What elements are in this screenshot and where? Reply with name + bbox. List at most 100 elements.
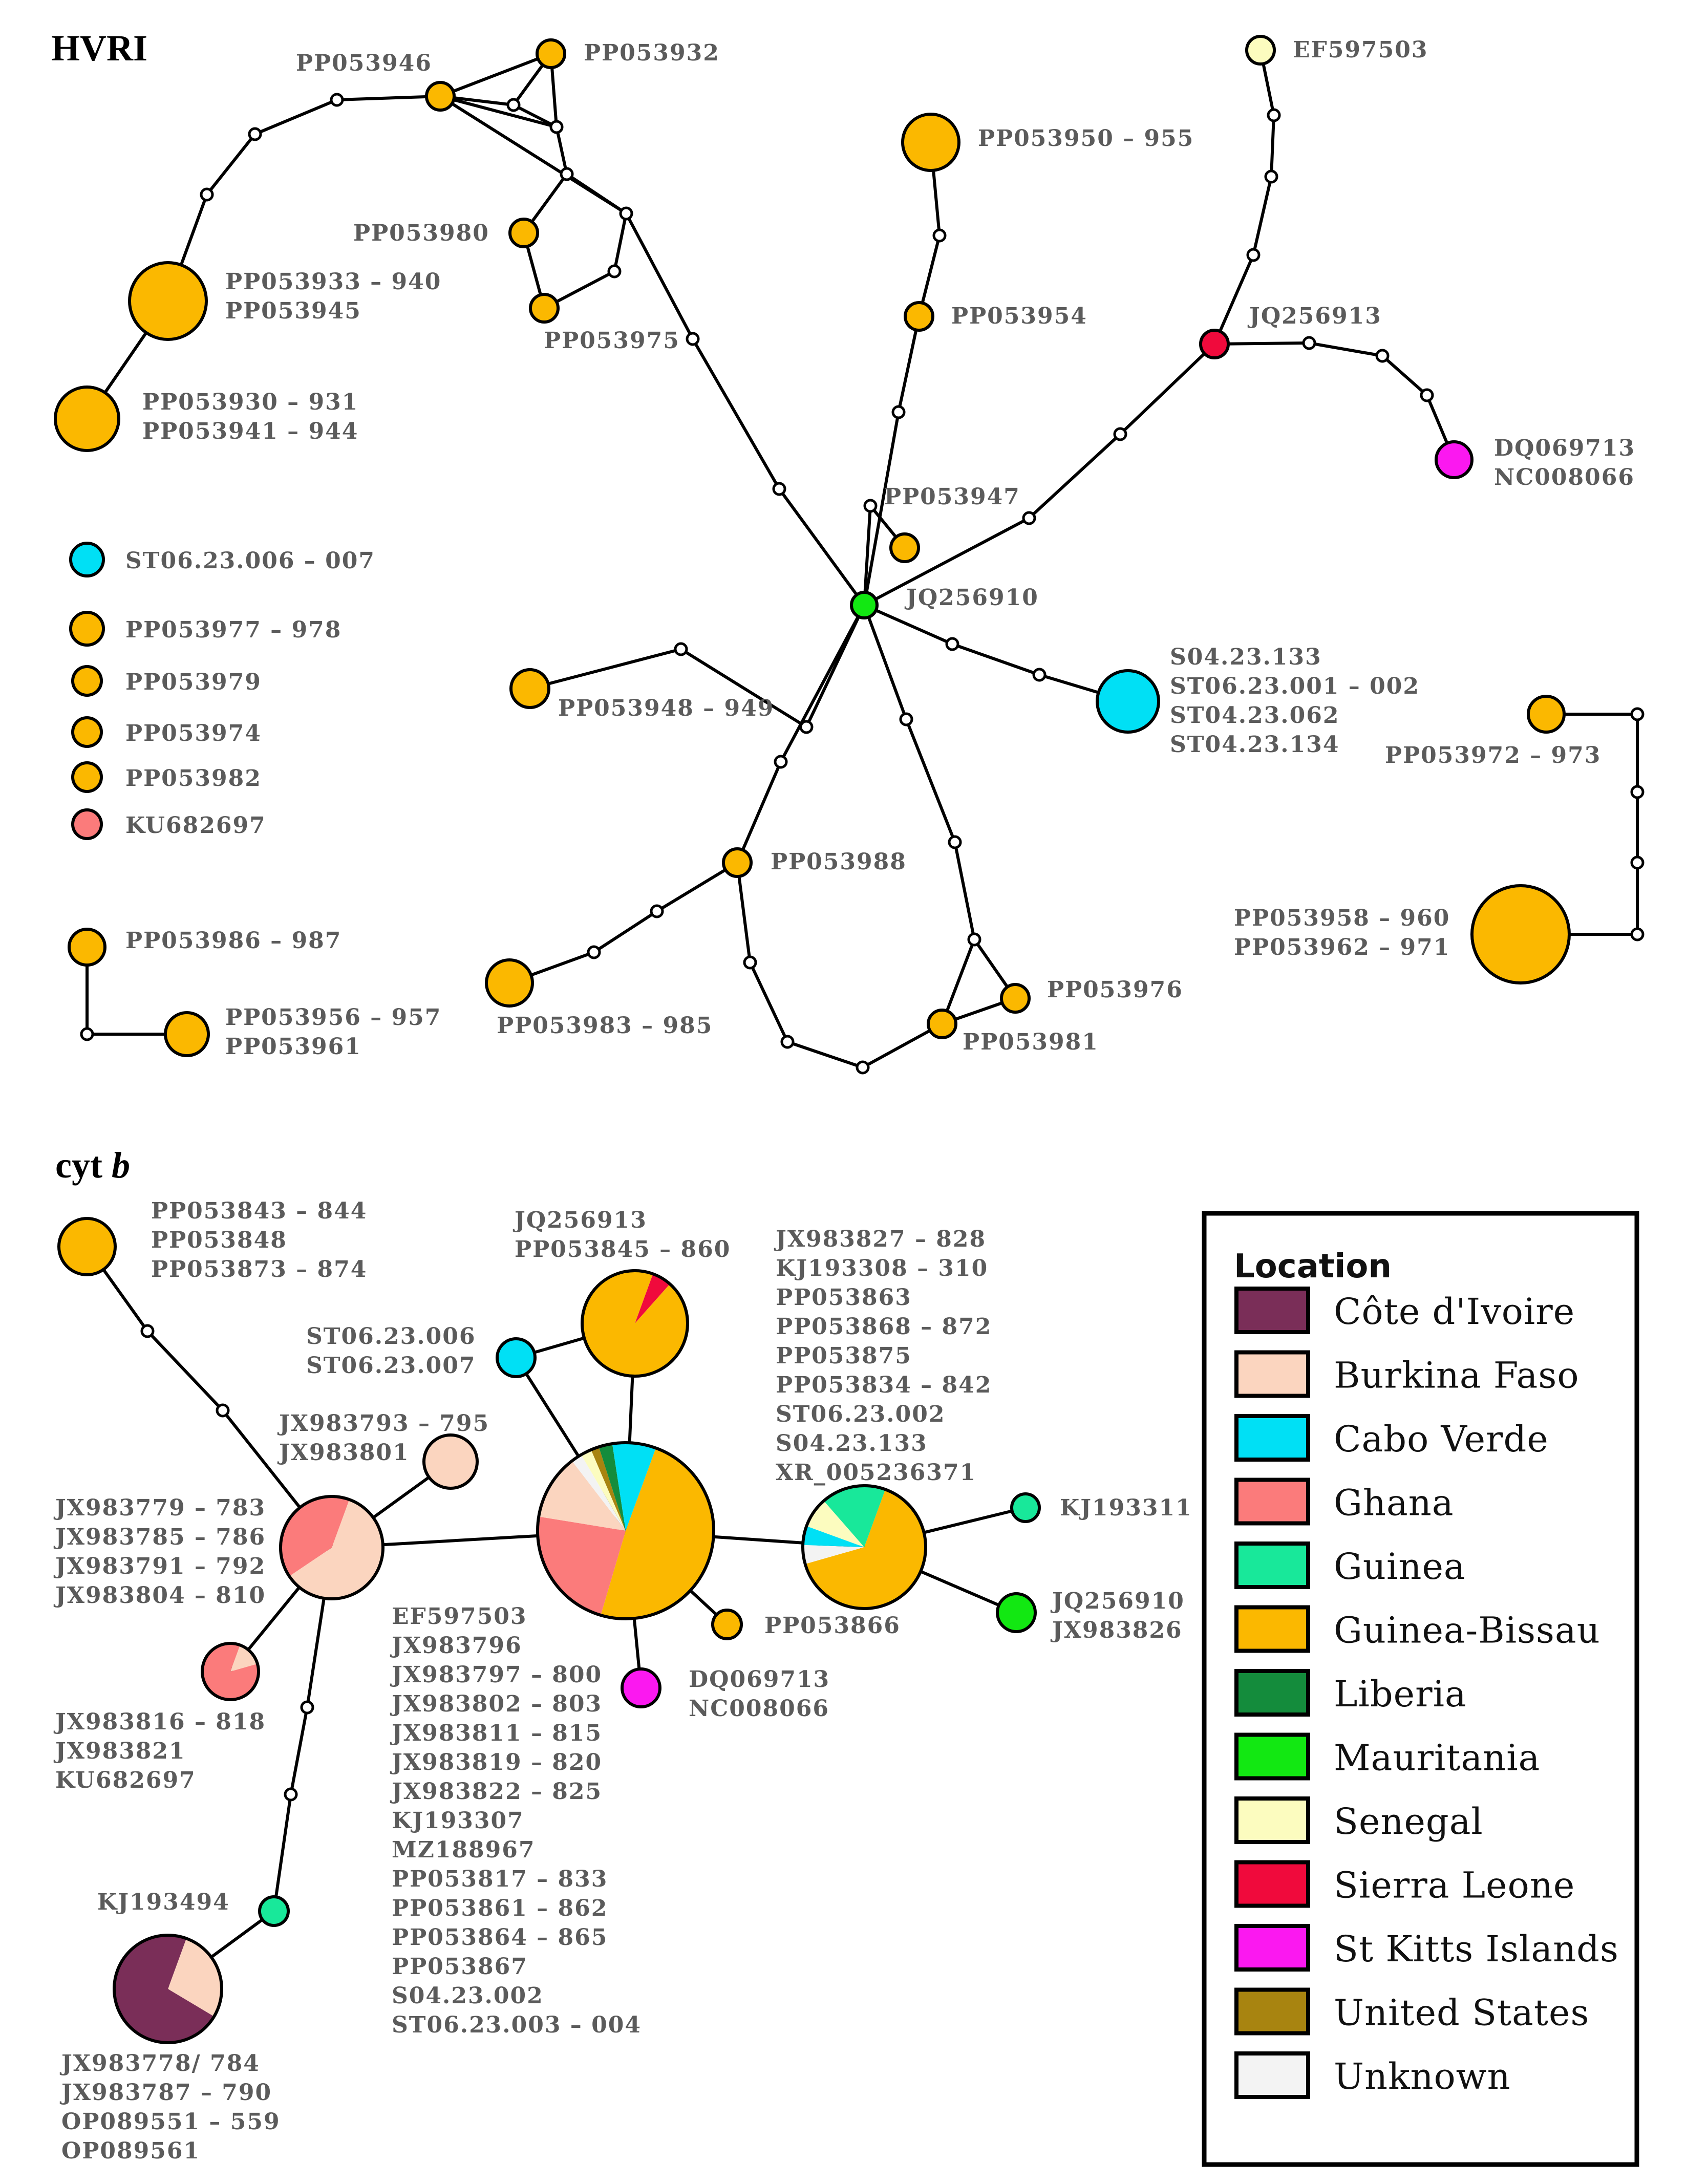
haplotype-label-line: KJ193494 bbox=[97, 1889, 230, 1915]
haplotype-label: PP053988 bbox=[771, 849, 907, 875]
legend-label: Cabo Verde bbox=[1334, 1418, 1549, 1460]
network-edge bbox=[1028, 433, 1122, 520]
median-vector-node bbox=[967, 932, 981, 947]
pie-slice bbox=[538, 1516, 626, 1615]
legend-label: St Kitts Islands bbox=[1334, 1928, 1619, 1970]
haplotype-label-line: EF597503 bbox=[392, 1603, 527, 1630]
pie-slice bbox=[591, 1447, 626, 1531]
median-vector-node bbox=[1420, 388, 1434, 402]
cytb-title-main: cyt bbox=[55, 1145, 102, 1186]
hvri-labels: PP053946 PP053932 EF597503 PP053950 – 955 PP… bbox=[125, 37, 1635, 1060]
haplotype-node bbox=[529, 293, 560, 324]
network-edge bbox=[1381, 354, 1428, 397]
haplotype-label: PP053958 – 960 PP053962 – 971 bbox=[1234, 905, 1450, 960]
haplotype-label: PP053932 bbox=[584, 40, 720, 66]
network-edge bbox=[749, 961, 789, 1043]
haplotype-label: PP053947 bbox=[884, 484, 1020, 510]
network-edge bbox=[512, 103, 558, 129]
haplotype-node bbox=[422, 1433, 479, 1490]
haplotype-label: PP053948 – 949 bbox=[558, 695, 774, 721]
median-vector-node bbox=[1267, 108, 1281, 122]
median-vector-node bbox=[1246, 248, 1261, 262]
network-edge bbox=[555, 126, 568, 175]
legend-label: Ghana bbox=[1334, 1482, 1454, 1524]
median-vector-node bbox=[549, 120, 564, 134]
network-edge bbox=[146, 1330, 224, 1412]
haplotype-node bbox=[711, 1609, 743, 1640]
haplotype-node bbox=[164, 1011, 210, 1057]
haplotype-node bbox=[1470, 884, 1571, 984]
haplotype-label-line: ST06.23.007 bbox=[306, 1353, 476, 1379]
median-vector-node bbox=[1375, 349, 1390, 363]
haplotype-label-line: PP053947 bbox=[884, 484, 1020, 510]
haplotype-label: JQ256913 PP053845 – 860 bbox=[512, 1207, 731, 1262]
haplotype-label: JX983778/ 784 JX983787 – 790 OP089551 – 55… bbox=[59, 2050, 281, 2164]
legend-swatch bbox=[1234, 1669, 1310, 1717]
haplotype-label-line: DQ069713 bbox=[1494, 435, 1635, 461]
median-vector-node bbox=[863, 499, 878, 513]
cytb-network: cyt b PP053843 – 844 PP053848 PP053873 – 87… bbox=[53, 1145, 1191, 2164]
haplotype-label-line: KU682697 bbox=[55, 1767, 196, 1793]
haplotype-label: S04.23.133 ST06.23.001 – 002 ST04.23.062 ST… bbox=[1170, 644, 1420, 758]
pie-slice bbox=[635, 1274, 670, 1323]
median-vector-node bbox=[856, 1060, 870, 1075]
network-edge bbox=[863, 505, 872, 606]
haplotype-label-line: PP053950 – 955 bbox=[978, 125, 1194, 152]
median-vector-node bbox=[80, 1027, 94, 1041]
haplotype-label-line: PP053956 – 957 bbox=[225, 1004, 441, 1031]
haplotype-label-line: PP053932 bbox=[584, 40, 720, 66]
haplotype-label: PP053956 – 957 PP053961 bbox=[225, 1004, 441, 1060]
haplotype-label-line: PP053875 bbox=[776, 1343, 912, 1369]
legend-label: Guinea bbox=[1334, 1546, 1466, 1588]
pie-outline bbox=[201, 1642, 260, 1701]
haplotype-label-line: JX983802 – 803 bbox=[390, 1691, 602, 1717]
pie-slice bbox=[581, 1449, 626, 1531]
singleton-label: PP053974 bbox=[125, 720, 262, 746]
haplotype-label-line: JX983811 – 815 bbox=[390, 1720, 602, 1746]
haplotype-label: KJ193494 bbox=[97, 1889, 230, 1915]
network-edge bbox=[953, 842, 976, 940]
median-vector-node bbox=[1630, 707, 1645, 721]
median-vector-node bbox=[1302, 336, 1316, 350]
pie-slice bbox=[582, 1271, 688, 1376]
haplotype-label-line: JX983787 – 790 bbox=[59, 2080, 272, 2106]
median-vector-node bbox=[932, 228, 947, 243]
haplotype-label-line: PP053983 – 985 bbox=[497, 1013, 713, 1039]
pie-slice bbox=[281, 1496, 350, 1576]
haplotype-node bbox=[496, 1337, 537, 1378]
haplotype-label: EF597503 bbox=[1293, 37, 1428, 63]
haplotype-label: JX983779 – 783 JX983785 – 786 JX983791 – 7… bbox=[53, 1495, 266, 1609]
network-edge bbox=[1213, 254, 1255, 345]
haplotype-label-line: PP053972 – 973 bbox=[1385, 742, 1601, 768]
haplotype-label-line: KJ193308 – 310 bbox=[776, 1255, 988, 1281]
network-edge bbox=[1214, 341, 1310, 346]
haplotype-label-line: JX983821 bbox=[53, 1738, 186, 1764]
haplotype-label-line: PP053976 bbox=[1047, 977, 1183, 1003]
median-vector-node bbox=[587, 945, 601, 959]
legend-label: Liberia bbox=[1334, 1673, 1467, 1715]
haplotype-label-line: JX983801 bbox=[277, 1440, 410, 1466]
network-edge bbox=[254, 98, 338, 136]
haplotype-node bbox=[1245, 35, 1276, 66]
haplotype-label: PP053950 – 955 bbox=[978, 125, 1194, 152]
median-vector-node bbox=[799, 720, 814, 734]
pie-slice bbox=[599, 1444, 626, 1531]
haplotype-node bbox=[722, 847, 753, 878]
haplotype-label: PP053946 bbox=[296, 50, 432, 76]
network-edge bbox=[952, 643, 1040, 676]
location-legend: Location Côte d'Ivoire Burkina Faso Cabo V… bbox=[1202, 1211, 1639, 2167]
pie-slice bbox=[612, 1442, 656, 1531]
median-vector-node bbox=[216, 1403, 230, 1418]
haplotype-label-line: PP053954 bbox=[951, 303, 1087, 329]
median-vector-node bbox=[772, 482, 786, 496]
legend-label: Mauritania bbox=[1334, 1737, 1540, 1779]
cytb-title-italic: b bbox=[112, 1145, 130, 1186]
hvri-singletons: ST06.23.006 – 007 PP053977 – 978 PP05397… bbox=[69, 542, 374, 840]
median-vector-node bbox=[284, 1787, 298, 1802]
haplotype-node bbox=[54, 386, 120, 452]
haplotype-label: PP053866 bbox=[764, 1613, 901, 1639]
pie-outline bbox=[581, 1269, 689, 1378]
haplotype-label: JQ256913 bbox=[1247, 303, 1382, 329]
haplotype-node bbox=[536, 38, 566, 69]
haplotype-label-line: JX983816 – 818 bbox=[53, 1709, 266, 1735]
